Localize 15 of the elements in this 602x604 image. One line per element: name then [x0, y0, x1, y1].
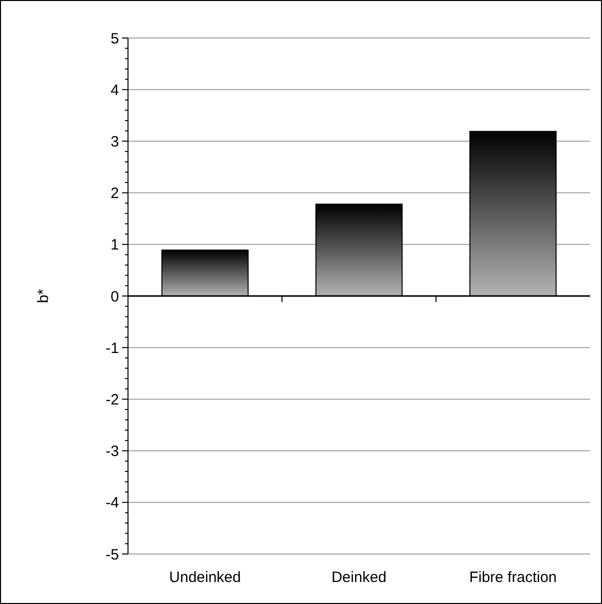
y-tick-label: 3: [110, 133, 119, 150]
x-tick-label: Deinked: [331, 569, 387, 586]
y-tick-label: -3: [106, 443, 119, 460]
y-tick-label: 4: [110, 82, 119, 99]
x-tick-label: Undeinked: [169, 569, 241, 586]
y-tick-label: -5: [106, 546, 119, 564]
y-tick-label: -1: [106, 340, 119, 357]
y-tick-label: 0: [110, 288, 119, 306]
y-tick-label: -2: [106, 391, 119, 408]
y-axis-title: b*: [35, 288, 52, 304]
x-tick-label: Fibre fraction: [469, 569, 557, 586]
y-tick-label: 5: [110, 30, 119, 48]
y-tick-label: -4: [106, 494, 119, 512]
y-tick-label: 1: [110, 236, 119, 254]
y-tick-label: 2: [110, 185, 119, 202]
